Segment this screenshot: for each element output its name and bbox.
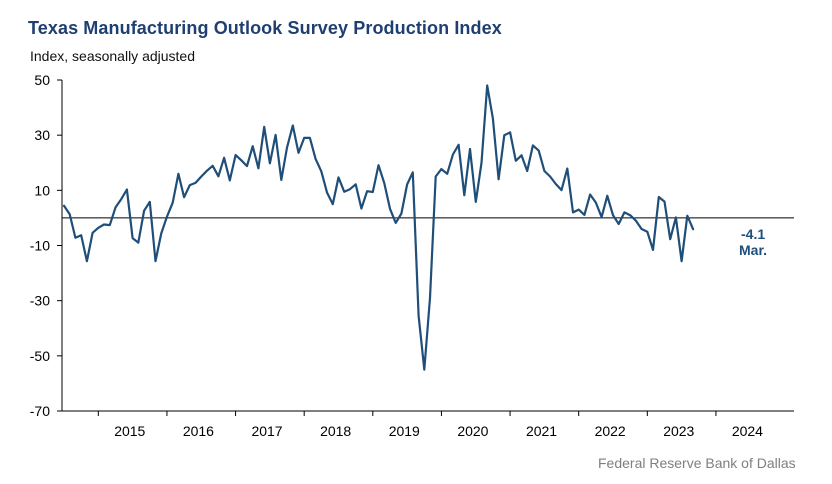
y-tick-label: -50 [30,348,50,364]
x-tick-label: 2015 [114,423,145,439]
y-tick-label: -10 [30,238,50,254]
x-tick-label: 2020 [457,423,488,439]
x-tick-label: 2023 [663,423,694,439]
x-tick-label: 2024 [732,423,763,439]
source-note: Federal Reserve Bank of Dallas [598,455,796,471]
y-tick-label: 30 [34,127,50,143]
chart-subtitle: Index, seasonally adjusted [30,48,195,64]
annotation-value: -4.1 [741,226,765,242]
y-tick-label: 50 [34,72,50,88]
annotation-label: Mar. [739,242,767,258]
x-tick-label: 2019 [389,423,420,439]
y-tick-label: -70 [30,403,50,419]
series-line [62,84,695,371]
x-tick-label: 2017 [251,423,282,439]
x-tick-label: 2022 [595,423,626,439]
chart-title: Texas Manufacturing Outlook Survey Produ… [28,18,502,38]
x-tick-label: 2018 [320,423,351,439]
x-tick-label: 2021 [526,423,557,439]
y-tick-label: -30 [30,293,50,309]
y-tick-label: 10 [34,182,50,198]
x-tick-label: 2016 [183,423,214,439]
